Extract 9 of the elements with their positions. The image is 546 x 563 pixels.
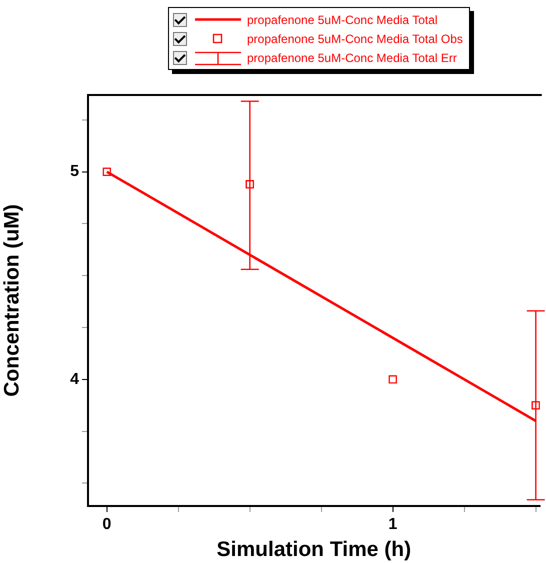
y-tick-label: 4 <box>70 370 80 388</box>
legend-label: propafenone 5uM-Conc Media Total Err <box>247 50 457 64</box>
x-axis-title: Simulation Time (h) <box>216 538 412 562</box>
y-tick-label: 5 <box>70 163 80 180</box>
x-tick-label: 0 <box>102 516 112 534</box>
legend-label: propafenone 5uM-Conc Media Total Obs <box>247 32 463 46</box>
y-axis-title: Concentration (uM) <box>0 204 24 397</box>
legend-label: propafenone 5uM-Conc Media Total <box>247 12 438 26</box>
x-tick-label: 1 <box>388 516 398 534</box>
